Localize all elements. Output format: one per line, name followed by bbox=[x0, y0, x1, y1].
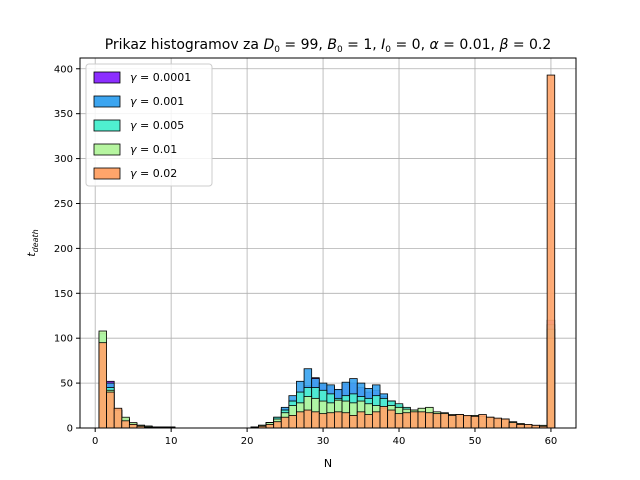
y-tick-label: 50 bbox=[60, 379, 73, 390]
histogram-bar bbox=[478, 414, 487, 429]
legend-swatch bbox=[93, 119, 121, 132]
histogram-bar bbox=[121, 420, 130, 429]
y-tick-label: 150 bbox=[54, 289, 73, 300]
histogram-bar bbox=[440, 413, 449, 429]
y-axis-label: tdeath bbox=[25, 229, 40, 256]
x-axis-label: N bbox=[324, 457, 332, 470]
histogram-bar bbox=[493, 417, 502, 429]
legend-label: γ = 0.01 bbox=[130, 143, 177, 156]
histogram-bar bbox=[349, 415, 358, 429]
histogram-bar bbox=[303, 409, 313, 429]
histogram-bar bbox=[523, 424, 533, 429]
legend-label: γ = 0.02 bbox=[130, 167, 177, 180]
histogram-bar bbox=[546, 74, 556, 429]
legend-label: γ = 0.0001 bbox=[130, 71, 191, 84]
y-tick-label: 250 bbox=[54, 199, 73, 210]
histogram-bar bbox=[410, 411, 419, 429]
y-tick-label: 100 bbox=[54, 334, 73, 345]
x-tick-label: 50 bbox=[469, 436, 482, 447]
legend-swatch bbox=[93, 71, 121, 84]
histogram-bar bbox=[485, 416, 495, 429]
histogram-bar bbox=[311, 411, 320, 429]
chart-title: Prikaz histogramov za D0 = 99, B0 = 1, I… bbox=[105, 37, 552, 55]
x-tick-label: 10 bbox=[165, 436, 178, 447]
x-tick-label: 60 bbox=[545, 436, 558, 447]
plot-frame bbox=[79, 57, 577, 429]
histogram-bar bbox=[508, 422, 518, 429]
histogram-bar bbox=[288, 415, 297, 429]
legend-box bbox=[85, 63, 213, 187]
x-tick-label: 30 bbox=[317, 436, 330, 447]
histogram-bar bbox=[341, 412, 351, 429]
y-tick-label: 350 bbox=[54, 109, 73, 120]
histogram-bar bbox=[273, 421, 282, 429]
y-tick-label: 200 bbox=[54, 244, 73, 255]
histogram-bar bbox=[516, 424, 525, 429]
histogram-bar bbox=[463, 415, 472, 429]
legend: γ = 0.0001 γ = 0.001 γ = 0.005 γ = 0.01 γ = … bbox=[85, 63, 213, 187]
histogram-bar bbox=[326, 412, 335, 429]
histogram-bar bbox=[356, 411, 366, 429]
legend-label: γ = 0.001 bbox=[130, 95, 184, 108]
histogram-bar bbox=[417, 411, 427, 429]
histogram-bar bbox=[318, 413, 328, 429]
histogram-bar bbox=[455, 414, 464, 429]
x-tick-label: 0 bbox=[92, 436, 98, 447]
x-tick-label: 40 bbox=[393, 436, 406, 447]
histogram-bar bbox=[394, 413, 404, 429]
histogram-bar bbox=[265, 424, 275, 429]
histogram-bar bbox=[470, 415, 480, 429]
histogram-bar bbox=[501, 418, 510, 429]
histogram-bar bbox=[432, 413, 442, 429]
legend-swatch bbox=[93, 167, 121, 180]
histogram-bar bbox=[379, 406, 389, 429]
y-tick-label: 0 bbox=[67, 424, 73, 435]
histogram-bars bbox=[98, 74, 556, 429]
y-tick-label: 300 bbox=[54, 154, 73, 165]
histogram-bar bbox=[387, 409, 396, 429]
histogram-bar bbox=[296, 411, 305, 429]
histogram-bar bbox=[447, 415, 457, 429]
histogram-bar bbox=[334, 411, 343, 429]
axis-ticks: 0 10 20 30 40 50 60 0 50 100 150 200 250 300 350 400 bbox=[54, 64, 557, 447]
histogram-bar bbox=[372, 411, 381, 429]
legend-swatch bbox=[93, 95, 121, 108]
histogram-bar bbox=[425, 412, 434, 429]
histogram-bar bbox=[98, 342, 107, 429]
histogram-bar bbox=[113, 407, 123, 429]
y-tick-label: 400 bbox=[54, 64, 73, 75]
histogram-bar bbox=[106, 391, 115, 429]
histogram-bar bbox=[402, 412, 411, 429]
histogram-bar bbox=[280, 416, 290, 429]
histogram-bar bbox=[364, 414, 373, 429]
x-tick-label: 20 bbox=[241, 436, 254, 447]
histogram-bar bbox=[128, 424, 138, 429]
series-5 bbox=[98, 74, 556, 429]
legend-label: γ = 0.005 bbox=[130, 119, 184, 132]
legend-swatch bbox=[93, 143, 121, 156]
